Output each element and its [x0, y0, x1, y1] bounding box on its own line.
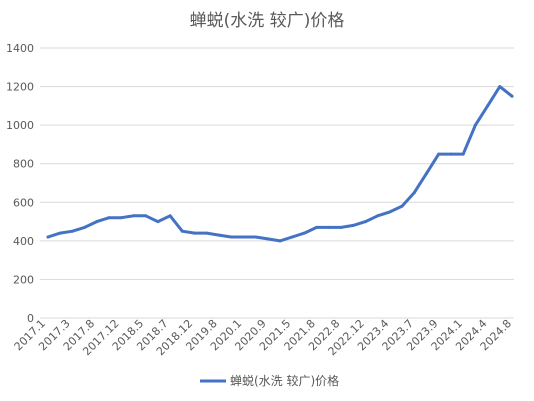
y-tick-label: 400: [13, 235, 34, 248]
y-tick-label: 600: [13, 196, 34, 209]
data-point: [473, 123, 477, 127]
data-point: [229, 235, 233, 239]
data-point: [46, 235, 50, 239]
y-tick-label: 1000: [6, 119, 34, 132]
data-point: [254, 235, 258, 239]
data-point: [131, 214, 135, 218]
data-point: [351, 223, 355, 227]
data-point: [119, 216, 123, 220]
data-point: [278, 239, 282, 243]
grid-layer: [40, 47, 514, 319]
data-point: [156, 220, 160, 224]
data-point: [437, 152, 441, 156]
y-tick-label: 1200: [6, 81, 34, 94]
data-point: [180, 229, 184, 233]
data-point: [290, 235, 294, 239]
data-point: [266, 237, 270, 241]
data-point: [168, 214, 172, 218]
data-point: [412, 191, 416, 195]
y-tick-label: 0: [27, 312, 34, 325]
y-tick-label: 1400: [6, 42, 34, 55]
data-point: [498, 85, 502, 89]
data-point: [315, 225, 319, 229]
data-point: [83, 225, 87, 229]
data-point: [144, 214, 148, 218]
data-point: [95, 220, 99, 224]
data-point: [58, 231, 62, 235]
data-point: [510, 94, 514, 98]
data-point: [461, 152, 465, 156]
data-point: [449, 152, 453, 156]
data-point: [339, 225, 343, 229]
series-layer: [46, 85, 514, 243]
y-tick-label: 200: [13, 273, 34, 286]
chart-title: 蝉蜕(水洗 较广)价格: [190, 11, 345, 31]
x-axis-ticks: 2017.12017.32017.82017.122018.52018.7201…: [12, 317, 514, 358]
data-point: [327, 225, 331, 229]
data-point: [217, 233, 221, 237]
data-point: [193, 231, 197, 235]
data-point: [302, 231, 306, 235]
data-point: [363, 220, 367, 224]
data-point: [107, 216, 111, 220]
data-point: [376, 214, 380, 218]
legend: 蝉蜕(水洗 较广)价格: [200, 373, 339, 388]
y-tick-label: 800: [13, 158, 34, 171]
data-point: [400, 204, 404, 208]
data-point: [70, 229, 74, 233]
data-point: [425, 171, 429, 175]
data-point: [486, 104, 490, 108]
y-axis-ticks: 0 200 400 600 800 1000 1200 1400: [6, 42, 34, 325]
data-point: [388, 210, 392, 214]
data-point: [241, 235, 245, 239]
legend-label: 蝉蜕(水洗 较广)价格: [230, 373, 339, 388]
data-point: [205, 231, 209, 235]
